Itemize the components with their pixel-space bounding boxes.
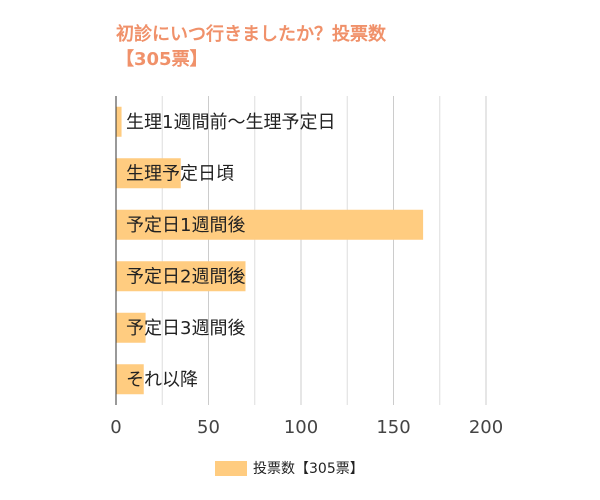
category-label: 生理予定日頃 xyxy=(126,163,234,184)
x-tick-label: 100 xyxy=(284,417,318,438)
x-tick-label: 0 xyxy=(110,417,121,438)
x-tick-label: 150 xyxy=(376,417,410,438)
legend-swatch xyxy=(215,461,247,476)
category-label: 予定日1週間後 xyxy=(126,215,245,236)
category-label: 生理1週間前～生理予定日 xyxy=(126,112,335,133)
category-label: 予定日2週間後 xyxy=(126,266,245,287)
x-tick-label: 50 xyxy=(197,417,220,438)
bar xyxy=(116,209,424,240)
bar xyxy=(116,364,144,395)
bar xyxy=(116,312,146,343)
category-label: 予定日3週間後 xyxy=(126,318,245,339)
category-label: それ以降 xyxy=(126,369,198,390)
x-tick-label: 200 xyxy=(469,417,503,438)
chart-title: 初診にいつ行きましたか？投票数 xyxy=(116,23,387,45)
bar xyxy=(116,158,181,189)
bar xyxy=(116,261,246,292)
bar xyxy=(116,106,122,137)
chart-subtitle: 【305票】 xyxy=(116,49,208,70)
legend-label: 投票数【305票】 xyxy=(253,461,364,477)
